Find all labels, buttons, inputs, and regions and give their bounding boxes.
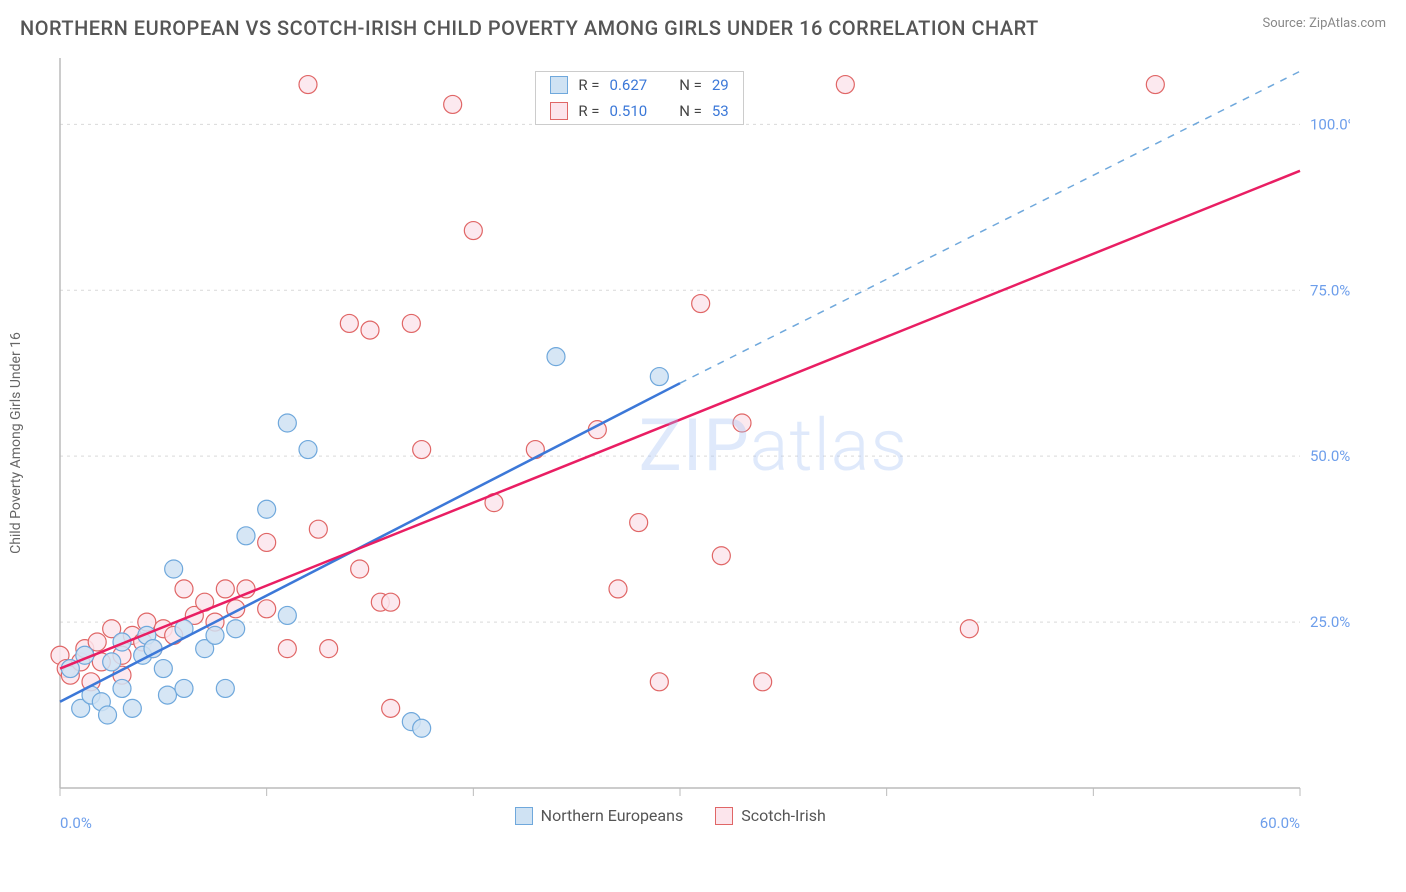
chart-legend: Northern Europeans Scotch-Irish	[515, 806, 826, 825]
stat-r-value: 0.510	[610, 102, 648, 120]
chart-area: Child Poverty Among Girls Under 16 25.0%…	[20, 48, 1386, 838]
svg-text:75.0%: 75.0%	[1310, 281, 1350, 299]
stat-r-label: R =	[578, 76, 599, 94]
stat-n-value: 29	[712, 76, 729, 94]
y-axis-label: Child Poverty Among Girls Under 16	[8, 332, 24, 554]
chart-header: NORTHERN EUROPEAN VS SCOTCH-IRISH CHILD …	[0, 0, 1406, 48]
legend-label: Northern Europeans	[541, 806, 684, 825]
svg-text:60.0%: 60.0%	[1260, 814, 1300, 832]
stat-r-value: 0.627	[610, 76, 648, 94]
legend-swatch	[715, 807, 733, 825]
series-swatch	[550, 102, 568, 120]
legend-item: Northern Europeans	[515, 806, 684, 825]
svg-text:25.0%: 25.0%	[1310, 613, 1350, 631]
stat-r-label: R =	[578, 102, 599, 120]
stat-n-label: N =	[679, 76, 702, 94]
legend-swatch	[515, 807, 533, 825]
source-link[interactable]: ZipAtlas.com	[1309, 16, 1386, 31]
series-swatch	[550, 76, 568, 94]
stats-row: R = 0.510 N = 53	[536, 98, 742, 124]
correlation-stats-box: R = 0.627 N = 29 R = 0.510 N = 53	[535, 71, 743, 125]
svg-text:50.0%: 50.0%	[1310, 447, 1350, 465]
legend-label: Scotch-Irish	[741, 806, 826, 825]
stat-n-label: N =	[679, 102, 702, 120]
svg-text:100.0%: 100.0%	[1310, 115, 1350, 133]
svg-text:0.0%: 0.0%	[60, 814, 92, 832]
chart-title: NORTHERN EUROPEAN VS SCOTCH-IRISH CHILD …	[20, 16, 1039, 40]
source-label: Source: ZipAtlas.com	[1262, 16, 1386, 31]
scatter-chart: 25.0% 50.0% 75.0% 100.0% 0.0% 60.0%	[20, 48, 1350, 838]
legend-item: Scotch-Irish	[715, 806, 826, 825]
stats-row: R = 0.627 N = 29	[536, 72, 742, 98]
stat-n-value: 53	[712, 102, 729, 120]
